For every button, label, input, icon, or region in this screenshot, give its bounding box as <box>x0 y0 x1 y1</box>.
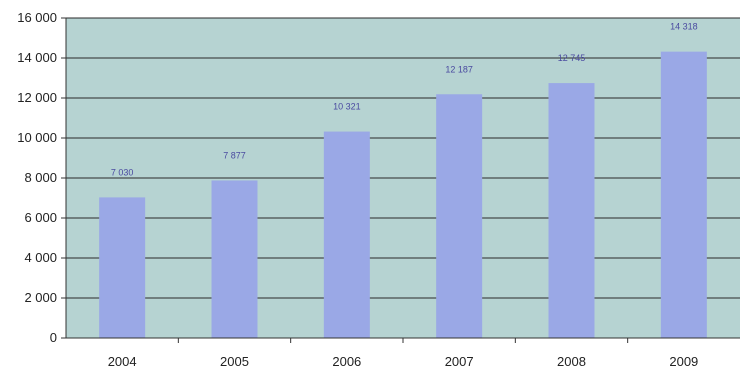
data-label-2008: 12 745 <box>558 53 586 63</box>
x-tick-label-2004: 2004 <box>108 354 137 369</box>
y-tick-label: 14 000 <box>17 50 57 65</box>
x-tick-label-2009: 2009 <box>669 354 698 369</box>
data-label-2004: 7 030 <box>111 167 134 177</box>
x-tick-label-2005: 2005 <box>220 354 249 369</box>
x-axis-ticks: 2004 2005 2006 2007 2008 2009 <box>108 338 698 369</box>
data-label-2006: 10 321 <box>333 102 361 112</box>
data-labels: 7 030 7 877 10 321 12 187 12 745 14 318 <box>111 22 698 178</box>
data-label-2005: 7 877 <box>223 150 246 160</box>
y-tick-label: 16 000 <box>17 10 57 25</box>
x-tick-label-2008: 2008 <box>557 354 586 369</box>
y-tick-label: 2 000 <box>24 290 57 305</box>
y-tick-label: 4 000 <box>24 250 57 265</box>
bar-2006 <box>323 131 370 338</box>
data-label-2009: 14 318 <box>670 22 698 32</box>
x-tick-label-2007: 2007 <box>445 354 474 369</box>
gridlines <box>66 17 740 299</box>
y-tick-label: 12 000 <box>17 90 57 105</box>
bar-2008 <box>548 83 595 338</box>
bar-2004 <box>99 197 146 338</box>
y-tick-label: 10 000 <box>17 130 57 145</box>
bar-2007 <box>436 94 483 338</box>
y-tick-label: 8 000 <box>24 170 57 185</box>
y-axis-ticks: 0 2 000 4 000 6 000 8 000 10 000 12 000 14 000 1… <box>17 10 66 345</box>
data-label-2007: 12 187 <box>445 64 473 74</box>
bar-2009 <box>660 51 707 338</box>
y-tick-label: 0 <box>50 330 57 345</box>
bar-2005 <box>211 180 258 338</box>
bars <box>99 51 707 338</box>
x-tick-label-2006: 2006 <box>332 354 361 369</box>
y-tick-label: 6 000 <box>24 210 57 225</box>
